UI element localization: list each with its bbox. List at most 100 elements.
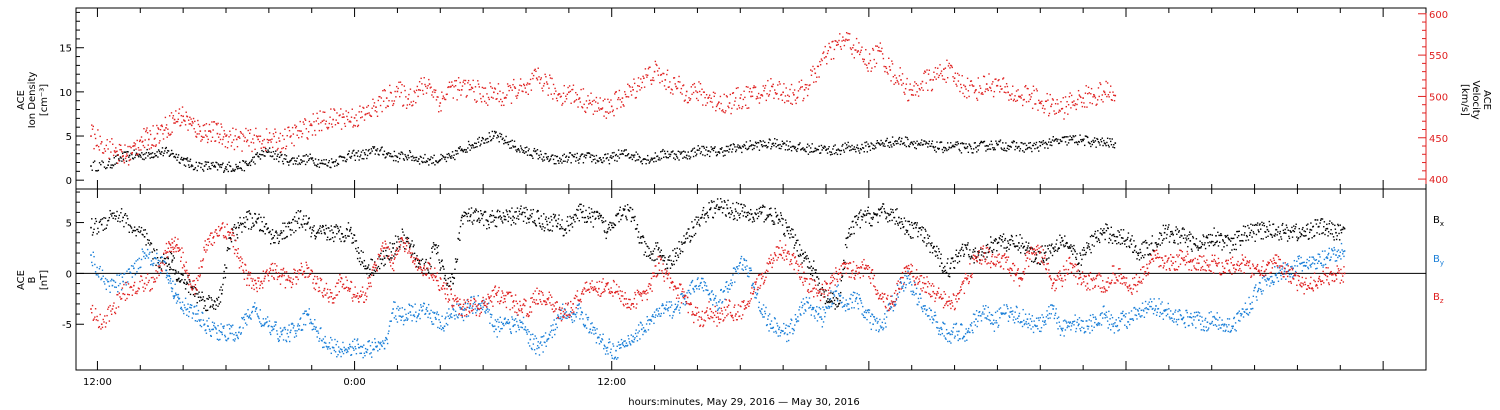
data-point xyxy=(929,145,931,147)
data-point xyxy=(413,244,415,246)
data-point xyxy=(826,148,828,151)
data-point xyxy=(471,221,473,223)
data-point xyxy=(695,153,698,155)
data-point xyxy=(1044,147,1046,149)
data-point xyxy=(1340,231,1343,234)
data-point xyxy=(281,160,284,163)
data-point xyxy=(805,256,807,258)
data-point xyxy=(688,228,690,230)
data-point xyxy=(290,135,292,137)
data-point xyxy=(926,243,928,245)
data-point xyxy=(699,90,701,93)
data-point xyxy=(841,145,843,147)
data-point xyxy=(383,264,385,267)
data-point xyxy=(1268,220,1270,223)
data-point xyxy=(1092,235,1095,237)
data-point xyxy=(477,210,479,213)
data-point xyxy=(731,148,734,150)
data-point xyxy=(420,77,422,80)
data-point xyxy=(208,166,210,168)
data-point xyxy=(365,113,367,115)
data-point xyxy=(413,159,415,162)
data-point xyxy=(118,143,121,146)
data-point xyxy=(552,213,555,216)
data-point xyxy=(673,157,675,159)
data-point xyxy=(1203,235,1205,238)
data-point xyxy=(647,68,650,70)
data-point xyxy=(444,156,447,158)
data-point xyxy=(985,244,988,247)
data-point xyxy=(836,153,839,156)
data-point xyxy=(1035,88,1038,90)
data-point xyxy=(870,217,873,219)
data-point xyxy=(630,156,632,158)
data-point xyxy=(212,129,214,131)
data-point xyxy=(775,211,777,214)
data-point xyxy=(889,213,892,216)
data-point xyxy=(1185,237,1187,239)
data-point xyxy=(175,278,178,281)
data-point xyxy=(470,88,472,91)
data-point xyxy=(143,235,146,238)
data-point xyxy=(377,265,380,268)
data-point xyxy=(855,150,857,153)
data-point xyxy=(939,64,941,66)
data-point xyxy=(686,237,689,239)
data-point xyxy=(1216,240,1218,242)
data-point xyxy=(365,268,367,270)
data-point xyxy=(677,80,679,83)
data-point xyxy=(285,145,288,148)
data-point xyxy=(207,161,210,164)
data-point xyxy=(425,160,428,162)
data-point xyxy=(157,262,160,264)
data-point xyxy=(601,107,604,109)
data-point xyxy=(725,110,727,112)
data-point xyxy=(144,139,146,141)
data-point xyxy=(744,104,747,106)
data-point xyxy=(389,84,391,87)
data-point xyxy=(985,83,988,85)
data-point xyxy=(332,161,334,164)
data-point xyxy=(566,161,569,163)
data-point xyxy=(804,150,807,152)
data-point xyxy=(787,149,789,151)
data-point xyxy=(602,157,604,159)
data-point xyxy=(1250,223,1252,225)
data-point xyxy=(779,83,781,85)
data-point xyxy=(583,155,585,158)
data-point xyxy=(955,249,958,251)
data-point xyxy=(134,229,137,232)
data-point xyxy=(926,69,928,71)
data-point xyxy=(119,282,121,285)
data-point xyxy=(467,147,469,149)
data-point xyxy=(149,157,151,159)
data-point xyxy=(776,138,778,141)
data-point xyxy=(995,238,997,241)
data-point xyxy=(528,221,530,224)
data-point xyxy=(659,81,661,84)
data-point xyxy=(996,84,999,87)
data-point xyxy=(581,216,584,219)
data-point xyxy=(186,157,189,159)
data-point xyxy=(285,225,287,228)
data-point xyxy=(806,266,809,268)
data-point xyxy=(566,93,569,96)
data-point xyxy=(121,151,123,153)
data-point xyxy=(830,58,833,60)
data-point xyxy=(255,222,258,224)
data-point xyxy=(921,144,924,146)
data-point xyxy=(442,95,445,97)
data-point xyxy=(251,226,253,228)
data-point xyxy=(406,104,409,106)
data-point xyxy=(1296,236,1298,238)
data-point xyxy=(637,85,639,87)
data-point xyxy=(306,137,308,139)
data-point xyxy=(529,154,532,156)
data-point xyxy=(999,140,1001,143)
data-point xyxy=(135,152,138,154)
data-point xyxy=(664,256,666,259)
data-point xyxy=(332,231,334,234)
data-point xyxy=(123,162,126,164)
data-point xyxy=(241,231,243,233)
data-point xyxy=(781,217,783,220)
